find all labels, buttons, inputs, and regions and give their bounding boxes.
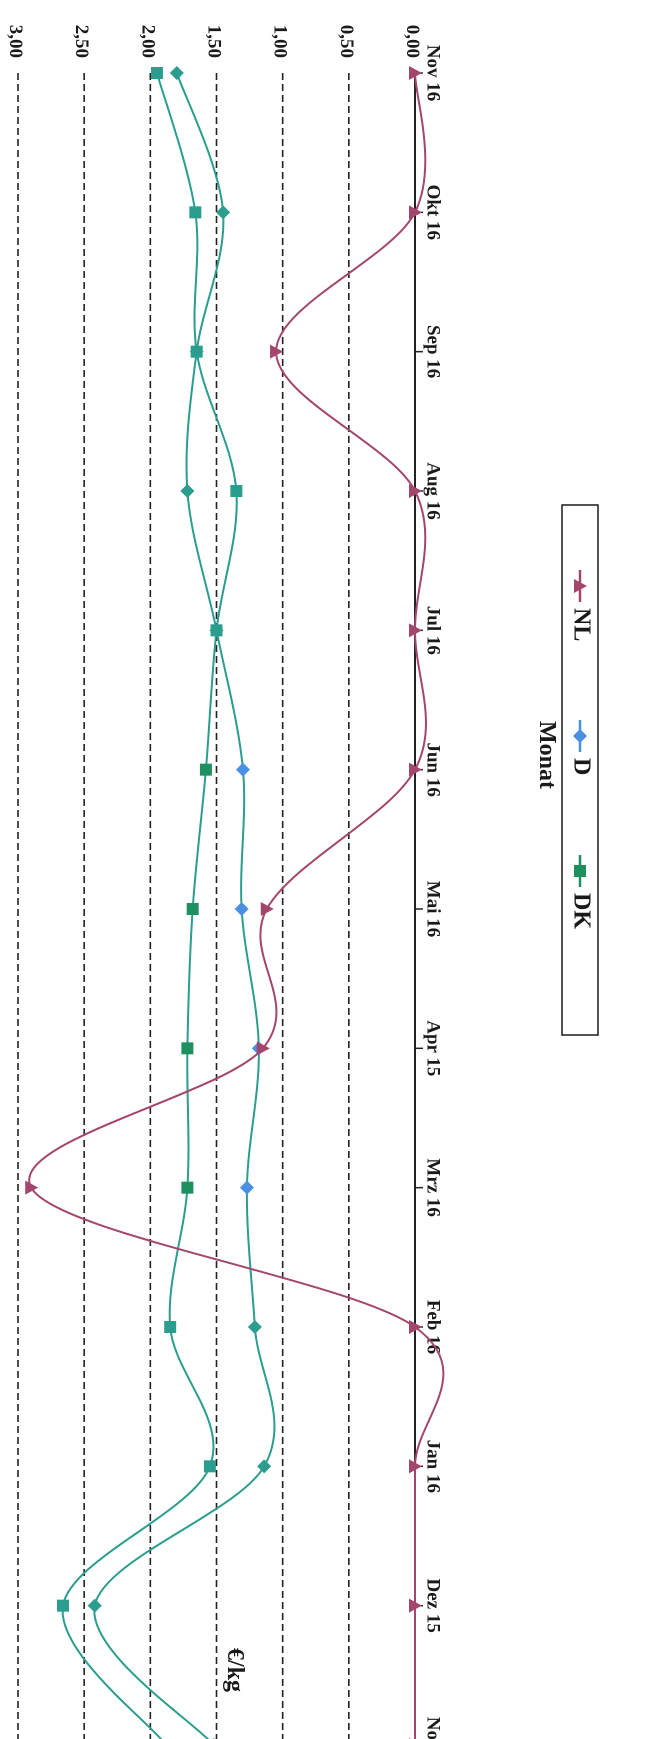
x-tick-label-9: Aug 16: [423, 462, 444, 520]
point-dk-9: [230, 485, 243, 497]
x-tick-labels: Nov 15 Dez 15 Jan 16 Feb 16 Mrz 16 Apr 15 Mai …: [423, 45, 444, 1739]
point-nl-2: [409, 1459, 422, 1474]
point-dk-5: [181, 1042, 194, 1055]
point-dk-2: [203, 1460, 216, 1473]
point-d-6: [234, 902, 249, 916]
x-tick-label-12: Nov 16: [423, 45, 444, 101]
point-nl-9: [409, 484, 422, 498]
point-d-3: [247, 1320, 262, 1334]
point-d-4: [239, 1180, 254, 1195]
y-tick-top-4: 2,00: [137, 25, 158, 58]
x-tick-label-0: Nov 15: [423, 1717, 444, 1739]
point-dk-7: [199, 763, 212, 776]
y-tick-top-5: 2,50: [71, 25, 92, 58]
y-tick-labels: 0,000,000,500,501,001,001,501,502,002,00…: [5, 25, 423, 58]
x-tick-label-2: Jan 16: [423, 1440, 444, 1493]
legend-box: [561, 504, 599, 1036]
point-nl-1: [409, 1598, 422, 1613]
y-tick-top-0: 0,00: [402, 25, 423, 58]
point-nl-4: [25, 1180, 39, 1195]
point-d-2: [257, 1459, 272, 1474]
point-nl-12: [409, 66, 422, 80]
y-tick-top-2: 1,00: [270, 25, 291, 58]
x-tick-label-10: Sep 16: [423, 325, 444, 378]
point-d-7: [235, 762, 250, 777]
legend-marker-d: [573, 729, 587, 743]
point-d-12: [169, 66, 184, 80]
point-nl-10: [270, 344, 284, 359]
point-dk-11: [189, 206, 202, 219]
point-nl-11: [409, 205, 422, 220]
x-tick-label-7: Jun 16: [423, 742, 444, 796]
legend-marker-dk: [574, 865, 586, 877]
point-d-9: [180, 484, 195, 498]
point-dk-4: [181, 1181, 194, 1194]
x-tick-label-1: Dez 15: [423, 1578, 444, 1632]
x-tick-label-8: Jul 16: [423, 606, 444, 655]
point-dk-3: [164, 1321, 177, 1333]
y-axis-title: €/kg: [222, 1648, 248, 1692]
x-tick-label-6: Mai 16: [423, 881, 444, 937]
x-tick-label-3: Feb 16: [423, 1300, 444, 1354]
point-nl-7: [409, 762, 422, 777]
x-tick-label-5: Apr 15: [423, 1020, 444, 1076]
legend-label-d: D: [568, 758, 594, 775]
point-nl-3: [409, 1320, 422, 1334]
point-dk-6: [186, 903, 199, 915]
point-dk-12: [150, 67, 163, 79]
y-tick-top-1: 0,50: [336, 25, 357, 58]
legend: DK D NL: [561, 504, 599, 1036]
y-tick-top-6: 3,00: [5, 25, 26, 58]
point-d-11: [216, 205, 231, 220]
point-nl-5: [256, 1041, 270, 1056]
point-d-8: [209, 623, 224, 638]
legend-marker-nl: [574, 579, 587, 593]
point-d-1: [87, 1598, 102, 1613]
x-tick-label-11: Okt 16: [423, 185, 444, 240]
markers: [25, 66, 422, 1739]
x-axis-title: Monat: [534, 721, 560, 789]
series-line-nl: [28, 72, 445, 1739]
point-nl-8: [409, 623, 422, 638]
legend-label-nl: NL: [568, 608, 594, 641]
point-d-10: [189, 344, 204, 359]
point-nl-6: [260, 902, 274, 916]
y-tick-top-3: 1,50: [204, 25, 225, 58]
x-tick-label-4: Mrz 16: [423, 1158, 444, 1217]
legend-label-dk: DK: [568, 893, 594, 929]
point-dk-1: [56, 1599, 69, 1612]
